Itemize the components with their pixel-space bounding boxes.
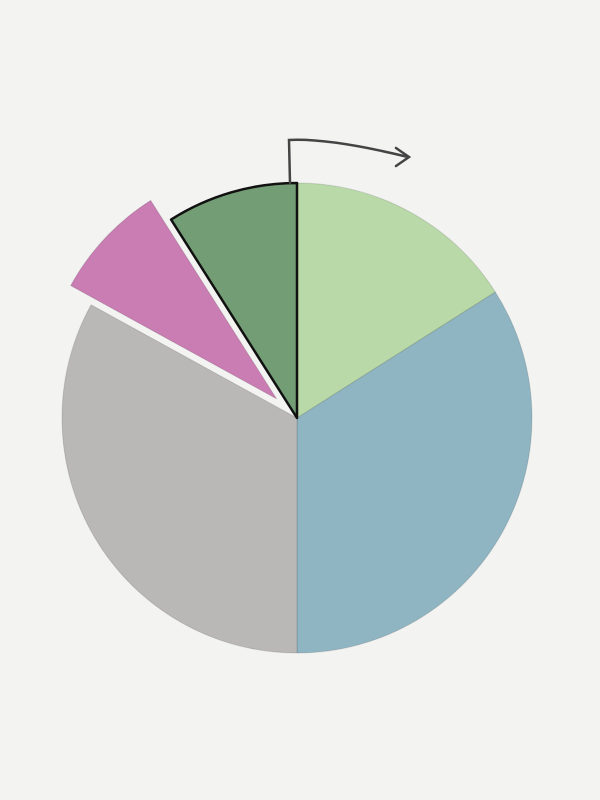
pie xyxy=(61,181,533,654)
arrow-shaft xyxy=(287,138,410,185)
pie-slice xyxy=(296,291,533,654)
pie-slice xyxy=(61,304,298,654)
arrow-head xyxy=(394,146,412,168)
pie-slice xyxy=(296,182,496,419)
rotation-arrow xyxy=(287,138,412,185)
pie-slice xyxy=(70,199,278,400)
